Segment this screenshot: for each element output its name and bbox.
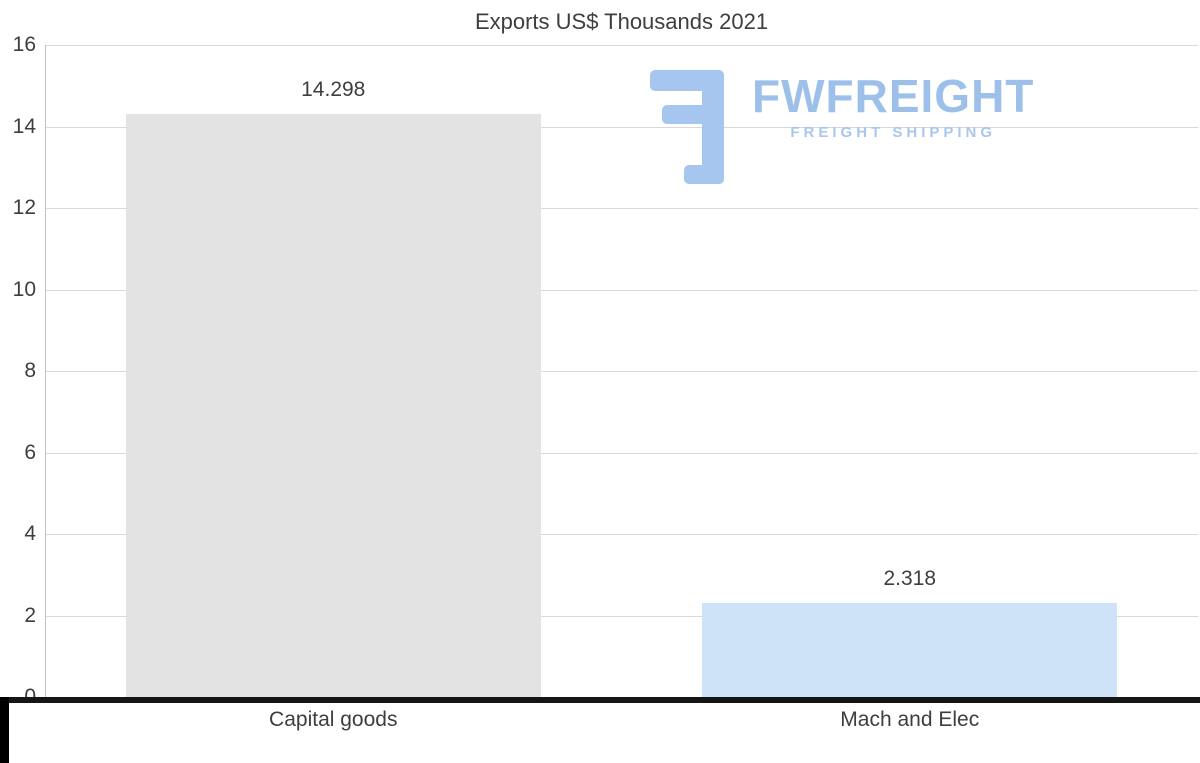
y-tick-label: 12 bbox=[12, 196, 36, 219]
gridline bbox=[45, 126, 1198, 128]
bar-value-label: 2.318 bbox=[883, 566, 937, 590]
chart-title: Exports US$ Thousands 2021 bbox=[474, 9, 769, 34]
gridline bbox=[45, 45, 1198, 46]
y-tick-label: 6 bbox=[24, 440, 36, 464]
gridline bbox=[45, 371, 1198, 372]
logo-subtitle: FREIGHT SHIPPING bbox=[790, 124, 997, 141]
gridline bbox=[45, 534, 1198, 535]
gridline bbox=[45, 452, 1198, 454]
corner-mark bbox=[0, 697, 9, 763]
bar-value-label: 14.298 bbox=[301, 78, 366, 102]
y-tick-label: 0 bbox=[0, 683, 36, 711]
y-tick-label: 2 bbox=[24, 603, 36, 627]
x-category-label: Capital goods bbox=[269, 708, 398, 731]
bar bbox=[702, 602, 1117, 697]
y-axis-line bbox=[45, 45, 46, 697]
logo-text: FWFREIGHT FREIGHT SHIPPING bbox=[752, 70, 1034, 141]
logo: FWFREIGHT FREIGHT SHIPPING bbox=[648, 70, 1034, 184]
gridline bbox=[45, 208, 1198, 209]
fwfreight-logo-icon bbox=[650, 70, 724, 184]
y-tick-label: 4 bbox=[24, 522, 36, 545]
x-category-label: Mach and Elec bbox=[840, 708, 980, 731]
y-tick-label: 10 bbox=[12, 277, 36, 301]
y-tick-label: 8 bbox=[24, 359, 36, 382]
x-axis-line bbox=[9, 697, 1200, 703]
gridline bbox=[45, 615, 1198, 617]
bar bbox=[126, 114, 541, 697]
y-tick-label: 16 bbox=[12, 33, 36, 56]
gridline bbox=[45, 289, 1198, 291]
y-tick-label: 14 bbox=[12, 114, 36, 138]
logo-title: FWFREIGHT bbox=[752, 70, 1035, 122]
